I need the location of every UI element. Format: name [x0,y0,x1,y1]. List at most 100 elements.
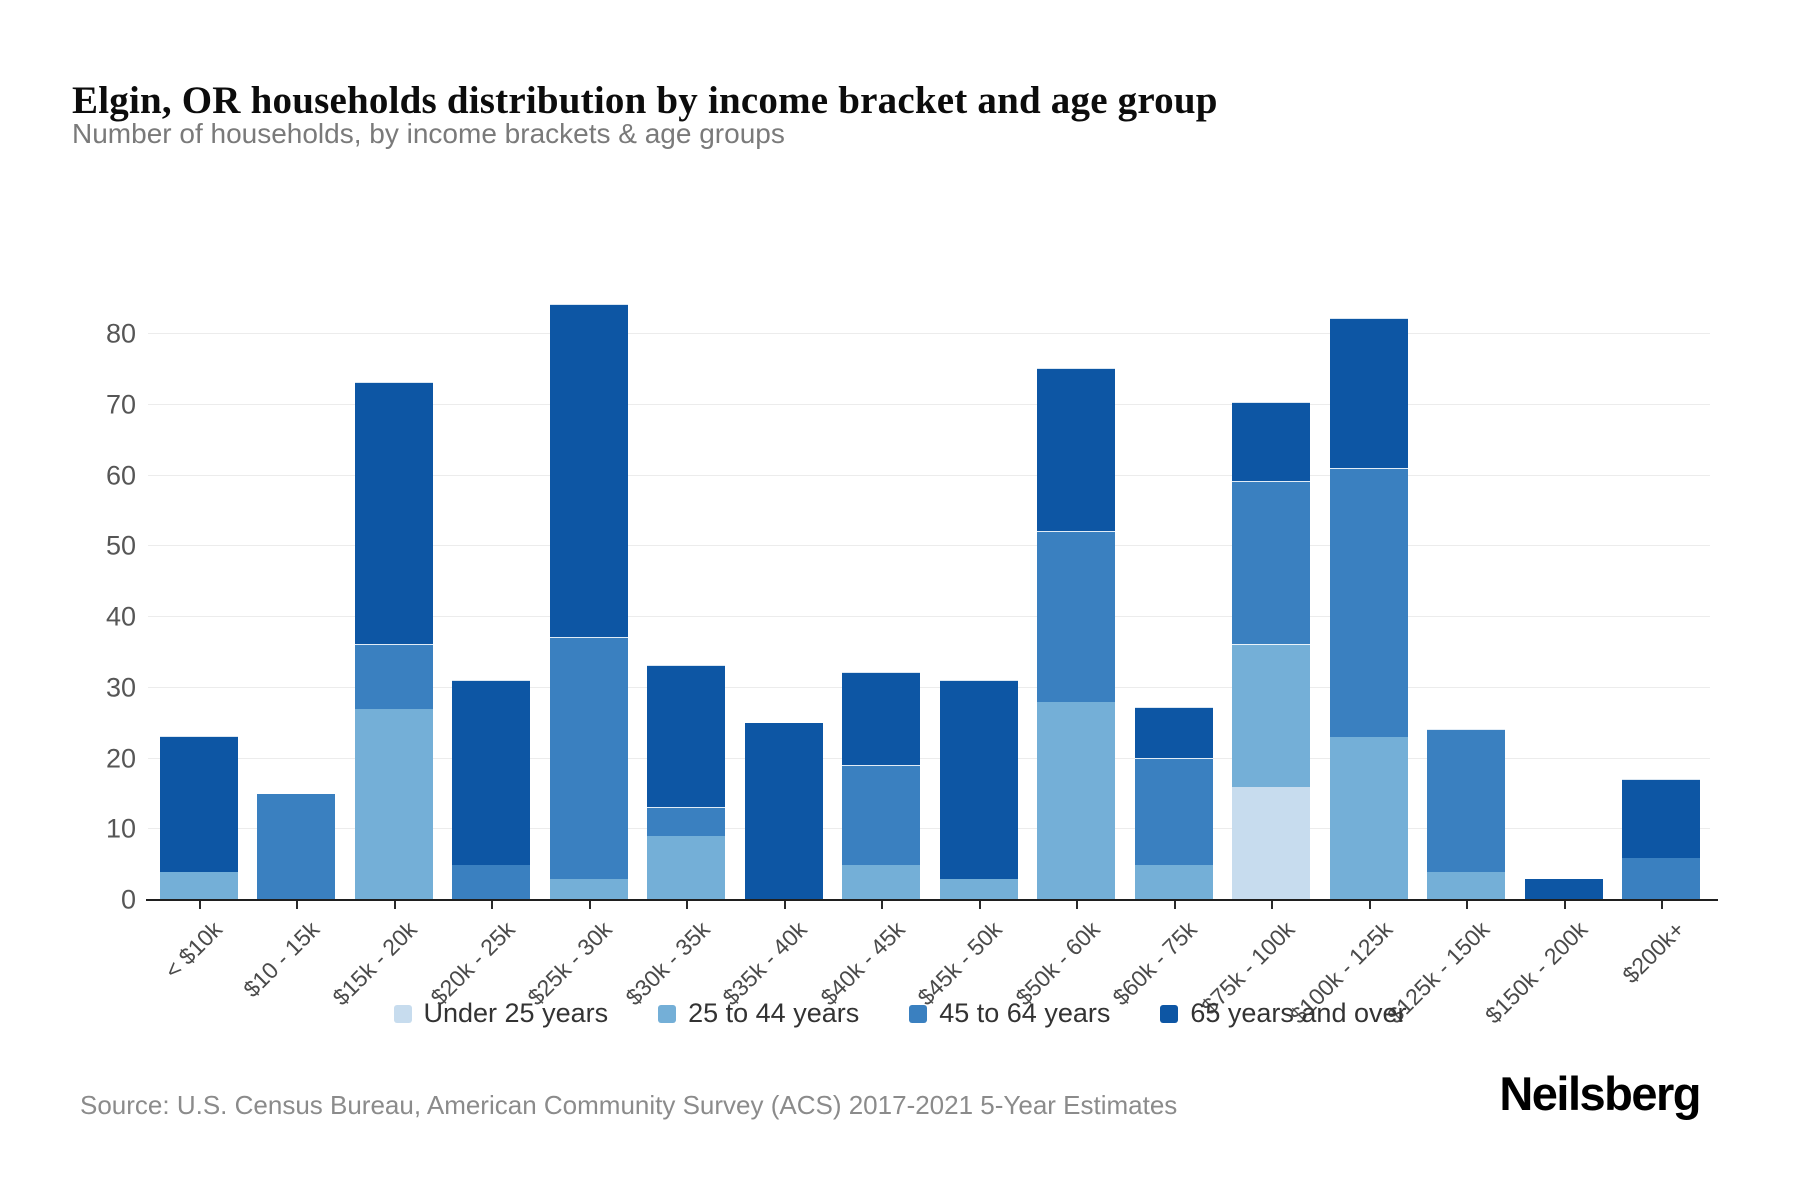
bar-14: $125k - 150k [1382,299,1516,1028]
bar-15: $150k - 200k [1480,299,1613,1028]
x-tick-label: $40k - 45k [815,916,910,1011]
bar-segment[interactable] [1329,467,1408,738]
bar-stack [1037,367,1116,900]
legend-item-65-years-and-over[interactable]: 65 years and over [1160,998,1407,1029]
y-tick-label-60: 60 [105,460,136,491]
bar-segment[interactable] [1232,402,1311,481]
bar-12: $75k - 100k [1196,299,1321,1019]
bar-3: $15k - 20k [328,299,443,1010]
bar-segment[interactable] [452,864,531,900]
bar-segment[interactable] [159,736,238,872]
bar-9: $45k - 50k [913,299,1028,1010]
bar-stack [1524,878,1603,900]
x-tick-label: $200k+ [1617,916,1690,989]
bar-segment[interactable] [647,836,726,900]
bar-stack [1622,778,1701,900]
bar-segment[interactable] [842,671,921,765]
x-tick [1271,901,1274,909]
bar-7: $35k - 40k [718,299,833,1010]
bar-segment[interactable] [1037,367,1116,532]
legend-label: 65 years and over [1190,998,1407,1028]
bar-segment[interactable] [354,709,433,900]
y-tick-label-20: 20 [105,743,136,774]
x-tick [978,901,981,909]
bar-segment[interactable] [1427,871,1506,900]
bar-segment[interactable] [842,764,921,865]
x-tick [1368,901,1371,909]
bar-stack [939,679,1018,900]
bar-stack [354,381,433,900]
bar-segment[interactable] [549,304,628,638]
x-tick [783,901,786,909]
bar-segment[interactable] [452,679,531,865]
legend-item-25-to-44-years[interactable]: 25 to 44 years [658,998,859,1029]
legend-swatch-icon [909,1004,928,1023]
bar-segment[interactable] [549,637,628,879]
bar-segment[interactable] [1329,318,1408,468]
bar-segment[interactable] [744,723,823,900]
x-tick-label: $15k - 20k [327,916,423,1011]
bar-stack [1329,318,1408,900]
bar-segment[interactable] [549,878,628,900]
bar-segment[interactable] [1232,644,1311,787]
bar-segment[interactable] [1134,707,1213,758]
bar-segment[interactable] [842,864,921,900]
bar-segment[interactable] [354,644,433,710]
legend-label: Under 25 years [423,998,609,1028]
bar-segment[interactable] [1134,864,1213,900]
bar-segment[interactable] [1232,480,1311,645]
bar-segment[interactable] [1232,786,1311,900]
bar-segment[interactable] [647,807,726,837]
x-tick-label: $10 - 15k [238,916,325,1003]
bar-segment[interactable] [1037,702,1116,900]
bar-stack [257,793,336,900]
legend-item-45-to-64-years[interactable]: 45 to 64 years [909,998,1110,1029]
bar-stack [1232,402,1311,900]
x-tick-label: $45k - 50k [912,916,1008,1011]
x-tick [1661,901,1664,909]
gridline-50 [148,545,1710,547]
bar-segment[interactable] [939,878,1018,900]
x-tick [1563,901,1566,909]
bar-segment[interactable] [1622,778,1701,858]
legend-label: 25 to 44 years [688,998,860,1028]
x-tick [198,901,201,909]
x-tick-label: $25k - 30k [522,916,618,1011]
bar-segment[interactable] [647,664,726,808]
bar-segment[interactable] [1427,729,1506,872]
legend-swatch-icon [658,1004,677,1023]
x-tick-label: < $10k [159,916,228,984]
bar-segment[interactable] [1329,737,1408,900]
bar-segment[interactable] [939,679,1018,879]
bar-stack [1134,707,1213,900]
bar-stack [744,723,823,900]
y-tick-label-40: 40 [105,601,136,632]
x-tick [296,901,299,909]
bar-segment[interactable] [354,381,433,645]
legend-item-under-25-years[interactable]: Under 25 years [393,998,609,1029]
x-tick-label: $50k - 60k [1010,916,1105,1011]
bar-segment[interactable] [1037,531,1116,703]
bar-stack [159,736,238,900]
bar-2: $10 - 15k [238,299,346,1002]
chart-subtitle: Number of households, by income brackets… [72,118,785,149]
x-tick [393,901,396,909]
bar-segment[interactable] [1524,878,1603,900]
y-tick-label-70: 70 [105,389,136,420]
bar-segment[interactable] [1134,757,1213,865]
bar-4: $20k - 25k [425,299,541,1010]
bar-segment[interactable] [257,793,336,900]
bar-segment[interactable] [1622,857,1701,900]
bars-container: < $10k $10 - 15k $15k - 20k $20k - 25k $25k … [150,299,1710,1028]
bar-stack [452,679,531,900]
bar-segment[interactable] [159,871,238,900]
legend-swatch-icon [1160,1004,1179,1023]
gridline-10 [148,828,1710,830]
gridline-80 [148,333,1710,335]
bar-1: < $10k [150,299,248,984]
plot-area: 0 10 20 30 40 50 60 70 80 < $10k $10 - 15k $15k - … [106,299,1718,1028]
y-tick-label-30: 30 [105,672,136,703]
neilsberg-logo: Neilsberg [1499,1067,1701,1120]
legend: Under 25 years 25 to 44 years 45 to 64 yea… [0,998,1800,1029]
